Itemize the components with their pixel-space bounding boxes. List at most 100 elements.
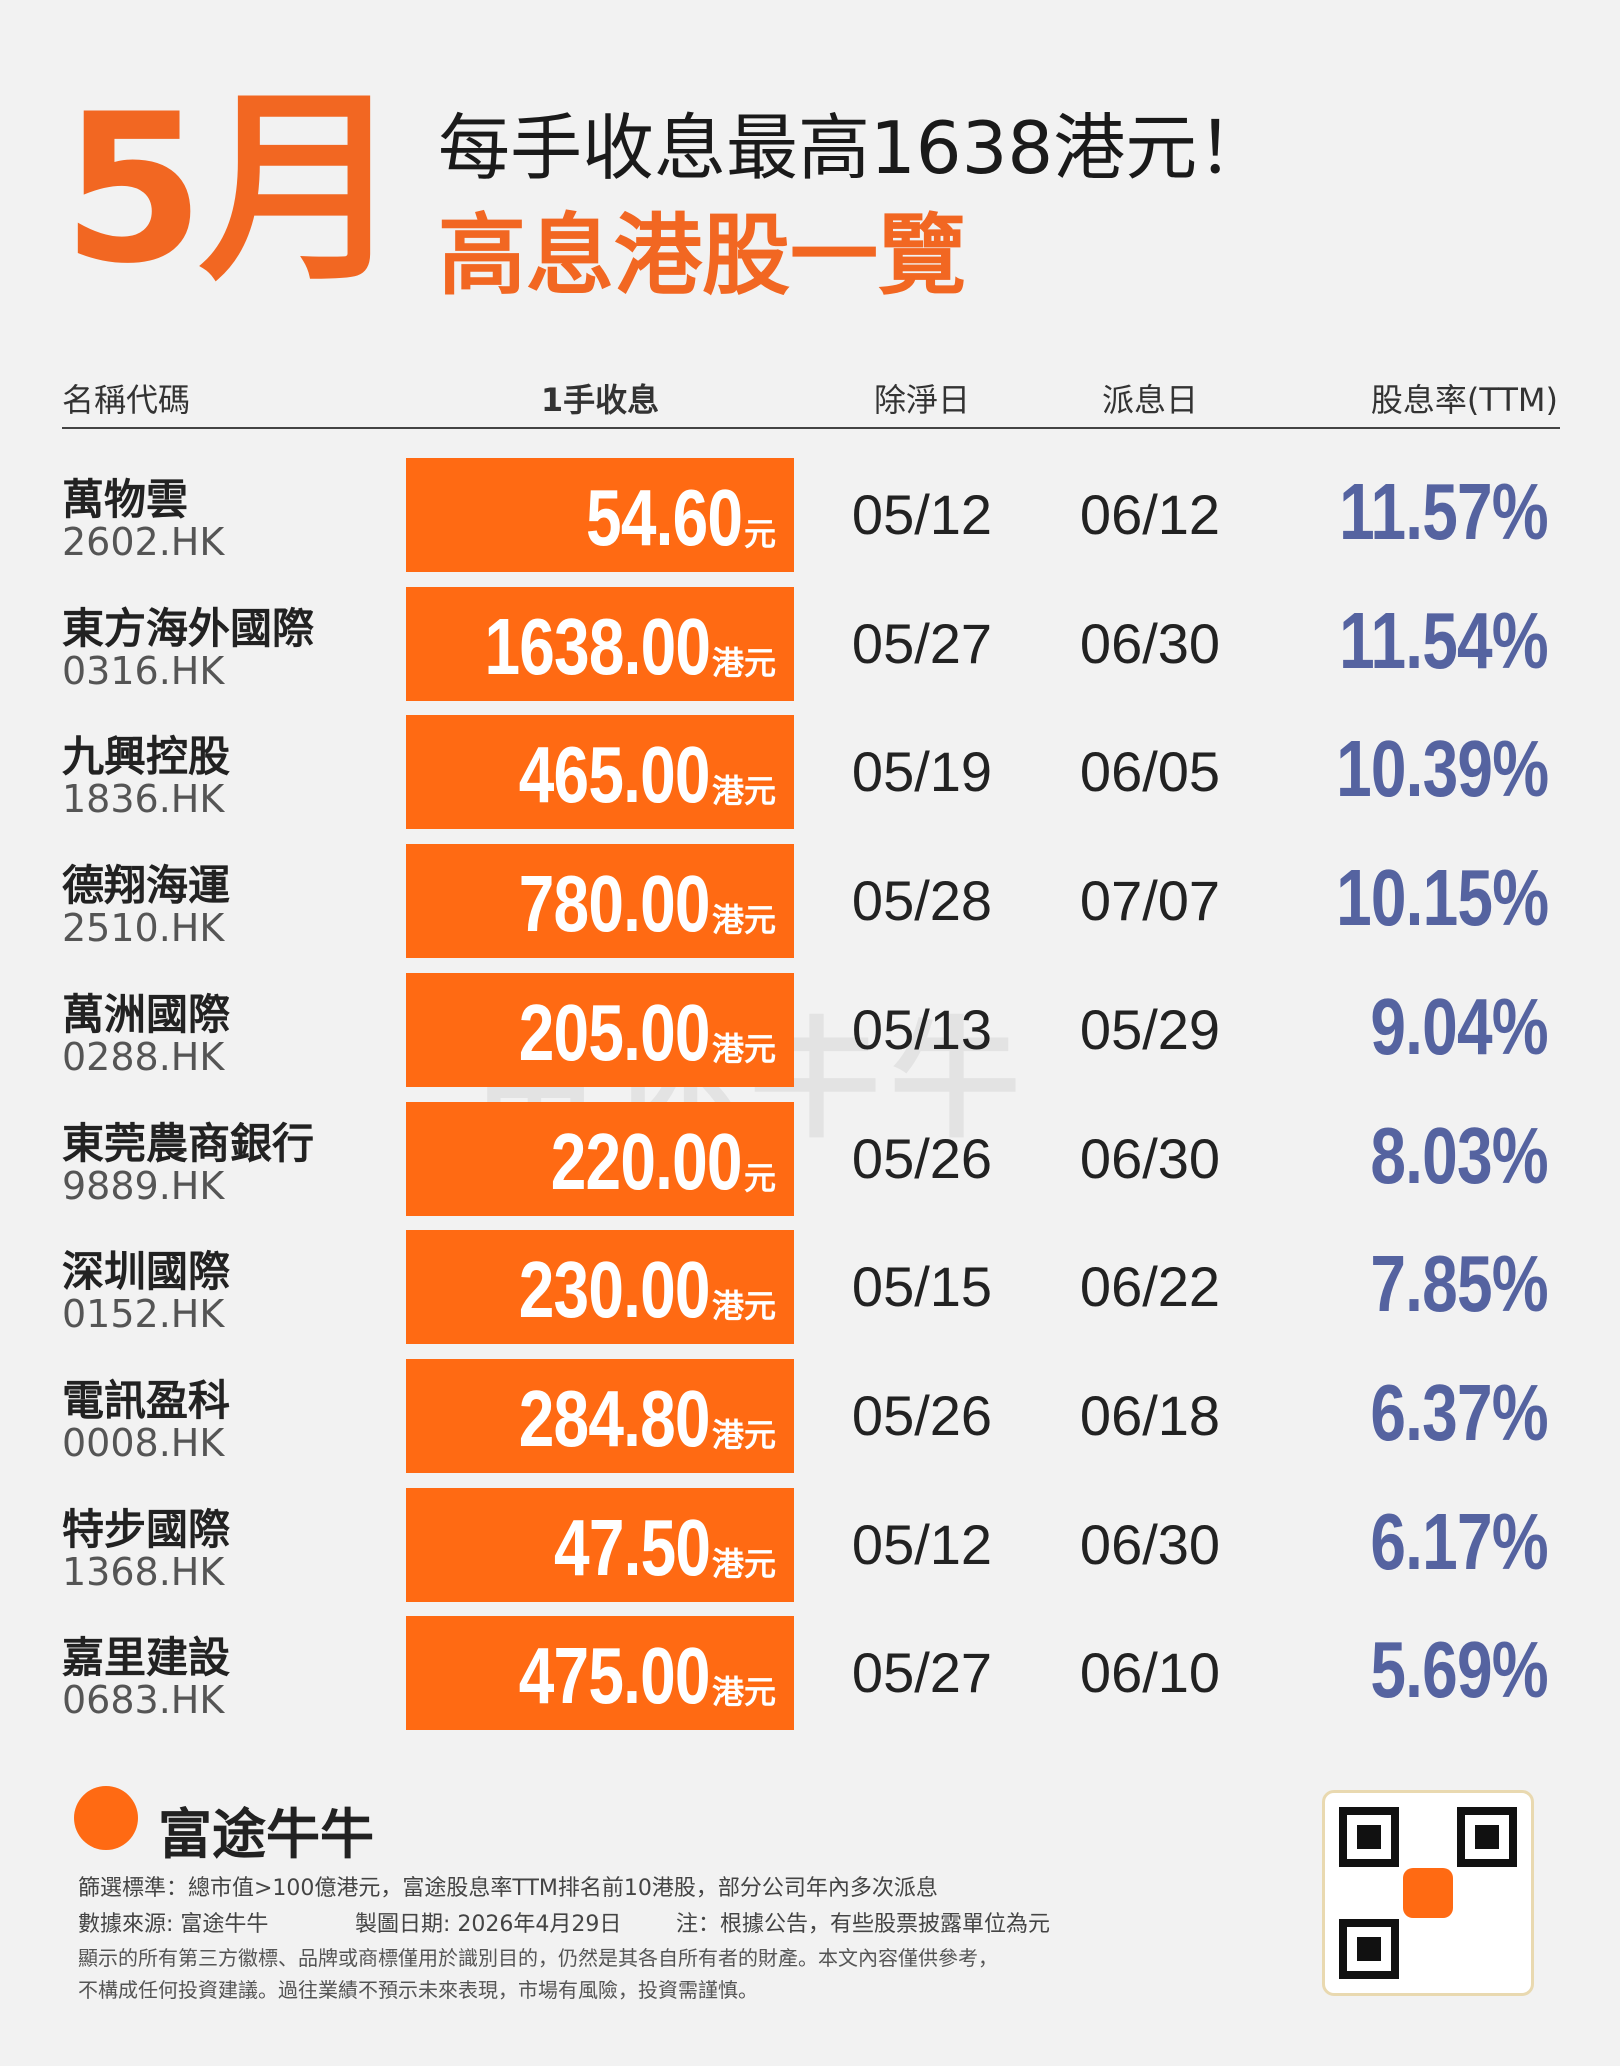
pay-date: 06/18 — [1079, 1383, 1221, 1447]
dividend-value: 220.00 — [551, 1116, 743, 1206]
ex-date: 05/27 — [851, 611, 993, 675]
yield: 10.39% — [1335, 724, 1549, 814]
disclaimer: 不構成任何投資建議。過往業績不預示未來表現，市場有風險，投資需謹慎。 — [78, 1978, 758, 2002]
column-header: 股息率(TTM) — [1370, 381, 1558, 419]
stock-name: 電訊盈科 — [62, 1375, 231, 1425]
dividend-unit: 港元 — [711, 1029, 776, 1068]
column-header: 1手收息 — [540, 381, 660, 419]
stock-code: 2602.HK — [62, 520, 225, 564]
chart-date: 製圖日期: 2026年4月29日 — [355, 1912, 622, 1937]
dividend-unit: 港元 — [711, 1415, 776, 1454]
ex-date: 05/12 — [851, 483, 993, 546]
yield-cell: 8.03% — [1326, 1110, 1549, 1200]
dividend-value: 465.00 — [519, 730, 711, 820]
stock-code: 0316.HK — [62, 648, 225, 693]
dividend-box: 284.80 港元 — [406, 1358, 794, 1473]
dividend-box: 475.00 港元 — [406, 1616, 794, 1731]
yield-cell: 6.17% — [1326, 1496, 1549, 1586]
yield-cell: 7.85% — [1326, 1244, 1549, 1324]
source: 數據來源: 富途牛牛 — [78, 1912, 269, 1937]
criteria: 篩選標準：總市值>100億港元，富途股息率TTM排名前10港股，部分公司年內多次… — [78, 1876, 938, 1901]
ex-date: 05/26 — [851, 1126, 993, 1190]
pay-date: 06/30 — [1079, 1126, 1221, 1190]
stock-name: 萬物雲 — [62, 475, 189, 524]
stock-code: 0008.HK — [62, 1420, 225, 1465]
yield-cell: 11.54% — [1287, 595, 1549, 685]
yield: 8.03% — [1370, 1110, 1549, 1200]
dividend-box: 54.60 元 — [406, 458, 794, 572]
dividend-box: 780.00 港元 — [406, 844, 794, 959]
yield-cell: 6.37% — [1326, 1367, 1549, 1457]
ex-date: 05/15 — [851, 1255, 993, 1319]
dividend-unit: 港元 — [711, 1673, 776, 1712]
disclaimer: 顯示的所有第三方徽標、品牌或商標僅用於識別目的，仍然是其各自所有者的財產。本文內… — [78, 1946, 998, 1970]
yield: 11.57% — [1339, 467, 1549, 556]
ex-date: 05/26 — [851, 1383, 993, 1447]
dividend-box: 205.00 港元 — [406, 972, 794, 1087]
yield-cell: 9.04% — [1326, 981, 1549, 1071]
dividend-value: 47.50 — [553, 1502, 711, 1592]
stock-code: 2510.HK — [62, 906, 225, 951]
ex-date: 05/12 — [851, 1512, 993, 1576]
pay-date: 06/12 — [1079, 483, 1221, 546]
dividend-value: 475.00 — [519, 1631, 711, 1721]
column-header: 名稱代碼 — [62, 381, 191, 419]
pay-date: 06/30 — [1079, 611, 1221, 675]
dividend-unit: 港元 — [711, 901, 776, 940]
yield-cell: 10.15% — [1283, 858, 1549, 938]
stock-name: 德翔海運 — [62, 861, 231, 911]
stock-name: 東莞農商銀行 — [62, 1118, 315, 1168]
pay-date: 06/22 — [1079, 1255, 1221, 1319]
note: 注：根據公告，有些股票披露單位為元 — [676, 1912, 1051, 1937]
dividend-unit: 元 — [743, 1158, 776, 1197]
month-title: 5月 — [62, 71, 404, 309]
dividend-unit: 港元 — [711, 1544, 776, 1583]
stock-code: 0152.HK — [62, 1292, 225, 1337]
yield: 11.54% — [1339, 595, 1549, 685]
yield-cell: 5.69% — [1326, 1630, 1549, 1710]
dividend-box: 1638.00 港元 — [406, 586, 794, 701]
stock-code: 1368.HK — [62, 1549, 225, 1594]
dividend-value: 230.00 — [519, 1245, 711, 1335]
dividend-value: 54.60 — [585, 473, 743, 562]
dividend-value: 284.80 — [519, 1373, 711, 1463]
subheadline: 高息港股一覽 — [438, 204, 967, 307]
stock-name: 東方海外國際 — [62, 603, 315, 653]
stock-code: 1836.HK — [62, 777, 225, 822]
headline: 每手收息最高1638港元！ — [438, 106, 1270, 190]
dividend-box: 465.00 港元 — [406, 715, 794, 830]
dividend-unit: 港元 — [711, 643, 776, 682]
dividend-box: 230.00 港元 — [406, 1230, 794, 1345]
dividend-value: 1638.00 — [484, 601, 711, 691]
dividend-box: 220.00 元 — [406, 1101, 794, 1216]
logo-icon — [74, 1786, 138, 1850]
pay-date: 06/10 — [1079, 1641, 1221, 1705]
pay-date: 05/29 — [1079, 997, 1221, 1061]
brand: 富途牛牛 — [158, 1803, 374, 1866]
ex-date: 05/19 — [851, 740, 993, 804]
dividend-unit: 元 — [743, 515, 776, 553]
stock-code: 0288.HK — [62, 1034, 225, 1079]
stock-name: 嘉里建設 — [62, 1633, 231, 1683]
dividend-unit: 港元 — [711, 772, 776, 811]
pay-date: 06/05 — [1079, 740, 1221, 804]
yield-cell: 11.57% — [1287, 467, 1549, 556]
stock-name: 九興控股 — [62, 732, 231, 782]
qr-code — [1322, 1790, 1534, 1996]
stock-code: 9889.HK — [62, 1163, 225, 1208]
pay-date: 06/30 — [1079, 1512, 1221, 1576]
yield: 6.17% — [1370, 1496, 1549, 1586]
column-header: 派息日 — [1101, 381, 1198, 419]
pay-date: 07/07 — [1079, 869, 1221, 933]
dividend-unit: 港元 — [711, 1287, 776, 1326]
stock-name: 特步國際 — [62, 1504, 231, 1554]
dividend-box: 47.50 港元 — [406, 1487, 794, 1602]
yield: 6.37% — [1370, 1367, 1549, 1457]
stock-name: 萬洲國際 — [62, 989, 231, 1039]
yield: 9.04% — [1370, 981, 1549, 1071]
stock-name: 深圳國際 — [62, 1247, 231, 1297]
ex-date: 05/27 — [851, 1641, 993, 1705]
dividend-value: 780.00 — [519, 859, 711, 949]
ex-date: 05/13 — [851, 997, 993, 1061]
